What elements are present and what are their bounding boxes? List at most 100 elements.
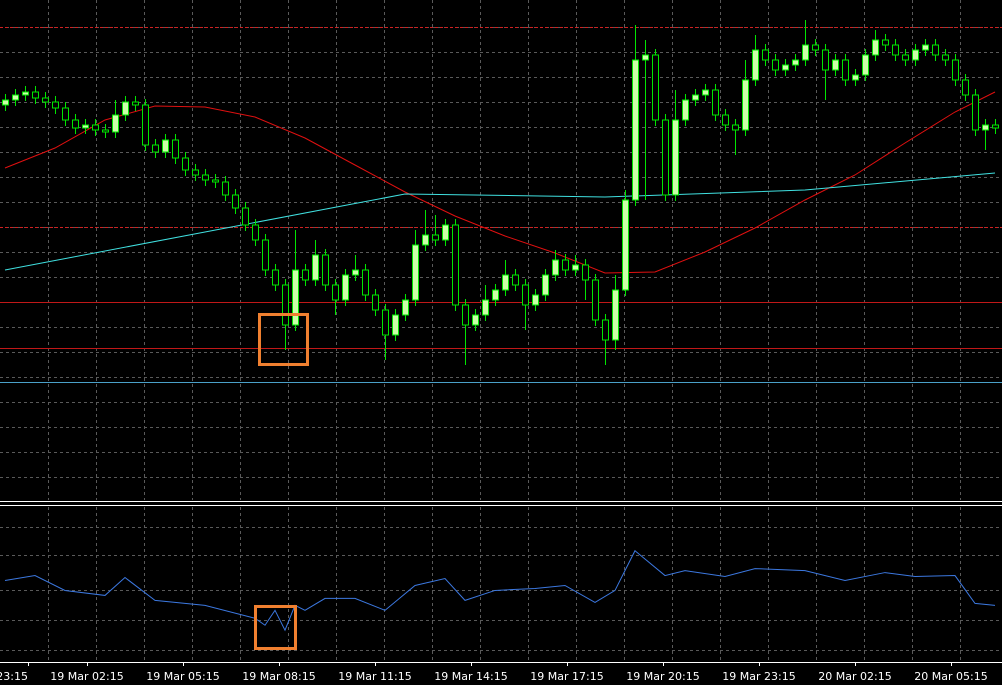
candle-body <box>642 54 649 61</box>
candle-body <box>782 64 789 71</box>
candle-body <box>872 39 879 56</box>
candle-body <box>662 119 669 196</box>
candle-body <box>932 44 939 56</box>
candle-body <box>732 124 739 131</box>
candle-body <box>82 124 89 129</box>
candle-body <box>192 169 199 176</box>
indicator-line <box>4 549 996 632</box>
highlight-box <box>258 313 309 366</box>
candle-body <box>542 274 549 296</box>
candle-body <box>942 54 949 61</box>
moving-average <box>4 91 996 274</box>
candle-body <box>752 49 759 81</box>
candle-body <box>892 44 899 56</box>
candle-body <box>952 59 959 81</box>
candle-body <box>582 264 589 281</box>
candle-body <box>972 94 979 131</box>
candle-body <box>822 49 829 71</box>
candle-body <box>362 269 369 296</box>
time-label: 20 Mar 02:15 <box>818 670 891 683</box>
candle-body <box>702 89 709 96</box>
candle-body <box>12 94 19 101</box>
candle-body <box>112 114 119 133</box>
candle-body <box>502 274 509 291</box>
candle-body <box>162 139 169 153</box>
candle-body <box>52 101 59 109</box>
candle-body <box>62 107 69 121</box>
highlight-box <box>254 605 297 650</box>
time-label: 19 Mar 23:15 <box>722 670 795 683</box>
candle-body <box>612 289 619 341</box>
candle-body <box>332 284 339 301</box>
candle-body <box>762 49 769 61</box>
candle-body <box>692 94 699 101</box>
candle-body <box>402 299 409 316</box>
candle-body <box>982 124 989 131</box>
candle-body <box>562 259 569 271</box>
candle-body <box>282 284 289 326</box>
candle-body <box>672 119 679 196</box>
time-label: 19 Mar 20:15 <box>626 670 699 683</box>
time-label: 19 Mar 05:15 <box>146 670 219 683</box>
candle-body <box>472 314 479 326</box>
candle-body <box>22 91 29 96</box>
candle-body <box>792 59 799 66</box>
candle-body <box>682 99 689 121</box>
candle-body <box>182 157 189 171</box>
candle-body <box>652 54 659 121</box>
candle-body <box>522 284 529 306</box>
candle-body <box>92 124 99 131</box>
candle-body <box>552 259 559 276</box>
candle-body <box>412 244 419 301</box>
candle-body <box>342 274 349 301</box>
candle-body <box>992 124 999 129</box>
candle-body <box>592 279 599 321</box>
candle-body <box>532 294 539 306</box>
candle-body <box>102 129 109 133</box>
candle-body <box>602 319 609 341</box>
candle-body <box>512 274 519 286</box>
candle-body <box>962 79 969 96</box>
candle-body <box>32 91 39 99</box>
candle-body <box>272 269 279 286</box>
candle-body <box>312 254 319 281</box>
candle-body <box>262 239 269 271</box>
candle-body <box>432 234 439 241</box>
candle-body <box>2 99 9 106</box>
candle-body <box>742 79 749 131</box>
time-label: 19 Mar 08:15 <box>242 670 315 683</box>
candle-body <box>832 59 839 71</box>
time-label: 19 Mar 14:15 <box>434 670 507 683</box>
candle-body <box>132 101 139 106</box>
candle-body <box>142 104 149 146</box>
candle-body <box>172 139 179 159</box>
candle-body <box>452 224 459 306</box>
candle-body <box>462 304 469 326</box>
candle-body <box>72 119 79 129</box>
candle-body <box>382 309 389 336</box>
candle-body <box>902 54 909 61</box>
time-label: 20 Mar 05:15 <box>914 670 987 683</box>
candle-body <box>372 294 379 311</box>
time-label: 19 Mar 02:15 <box>50 670 123 683</box>
candle-body <box>922 44 929 51</box>
time-label: 19 Mar 11:15 <box>338 670 411 683</box>
candle-body <box>222 181 229 196</box>
candle-body <box>252 224 259 241</box>
candle-body <box>622 199 629 291</box>
candle-body <box>392 314 399 336</box>
moving-average <box>4 172 996 271</box>
time-label: 19 Mar 17:15 <box>530 670 603 683</box>
candle-body <box>632 59 639 201</box>
candle-body <box>482 299 489 316</box>
candle-body <box>912 49 919 61</box>
candle-body <box>712 89 719 116</box>
candle-body <box>442 224 449 241</box>
candle-body <box>852 74 859 81</box>
candle-body <box>292 269 299 326</box>
candle-body <box>842 59 849 81</box>
time-label: 23:15 <box>0 670 28 683</box>
